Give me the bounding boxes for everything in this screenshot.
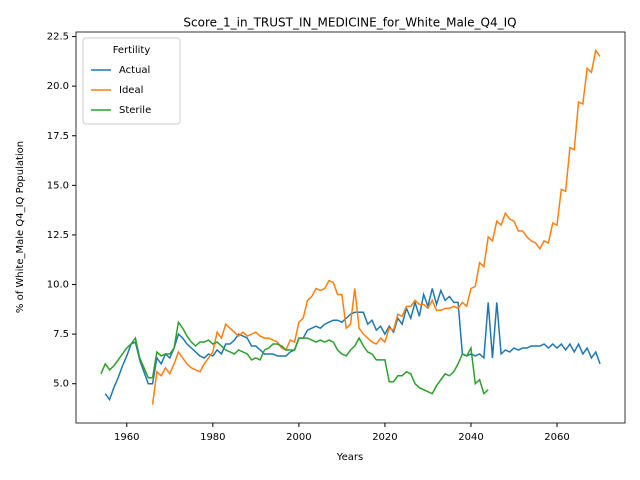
x-tick-label: 1960 xyxy=(114,432,139,443)
y-axis-label: % of White_Male Q4_IQ Population xyxy=(15,141,26,313)
x-tick-label: 2040 xyxy=(458,432,483,443)
x-tick-label: 2000 xyxy=(286,432,311,443)
x-tick-label: 1980 xyxy=(200,432,225,443)
line-series xyxy=(151,48,601,405)
line-series xyxy=(100,320,489,395)
legend-label: Sterile xyxy=(119,105,151,116)
legend-box xyxy=(82,37,181,125)
y-tick-label: 15.0 xyxy=(47,180,69,191)
y-tick-label: 17.5 xyxy=(47,131,69,142)
legend-label: Actual xyxy=(119,65,150,76)
plot-frame xyxy=(75,31,626,424)
y-tick-label: 20.0 xyxy=(47,81,69,92)
y-tick-label: 7.5 xyxy=(53,329,69,340)
chart-title: Score_1_in_TRUST_IN_MEDICINE_for_White_M… xyxy=(183,16,516,30)
y-tick-label: 10.0 xyxy=(47,280,69,291)
y-tick-label: 22.5 xyxy=(47,32,69,43)
x-tick-label: 2020 xyxy=(372,432,397,443)
y-tick-label: 12.5 xyxy=(47,230,69,241)
legend-label: Ideal xyxy=(119,85,143,96)
legend-title: Fertility xyxy=(113,45,151,56)
x-axis-label: Years xyxy=(336,452,363,463)
x-tick-label: 2060 xyxy=(544,432,569,443)
line-series xyxy=(104,288,601,402)
y-tick-label: 5.0 xyxy=(53,379,69,390)
